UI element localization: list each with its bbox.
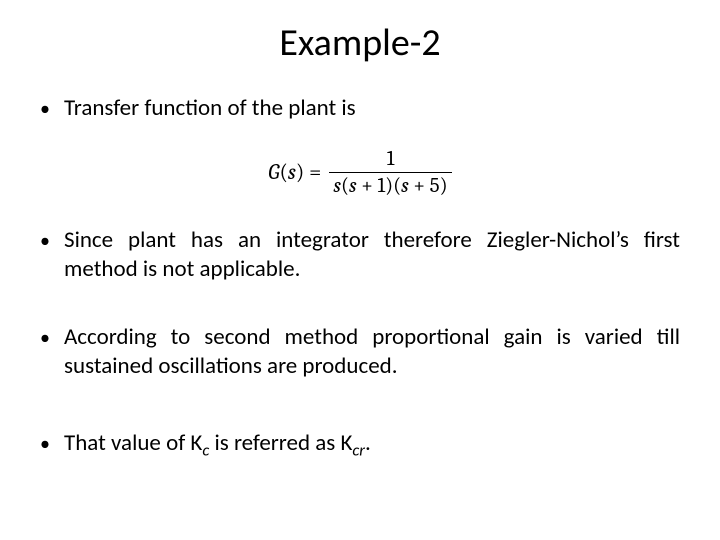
bullet-dot-icon: • [40, 429, 64, 457]
bullet-dot-icon: • [40, 323, 64, 351]
eq-equals: = [304, 159, 321, 185]
bullet-dot-icon: • [40, 226, 64, 254]
eq-den-s1: s [349, 174, 357, 198]
bullet-4-text: That value of Kc is referred as Kcr. [64, 429, 680, 461]
bullet-1: • Transfer function of the plant is [40, 94, 680, 123]
eq-var: s [288, 159, 296, 185]
eq-den-oparen2: ( [393, 174, 401, 198]
transfer-function-equation: G(s) = 1 s(s + 1)(s + 5) [268, 147, 451, 198]
eq-lhs: G [268, 159, 279, 185]
eq-numerator: 1 [383, 147, 399, 172]
bullet-4: • That value of Kc is referred as Kcr. [40, 429, 680, 461]
eq-den-paren: ( [341, 174, 349, 198]
b4-sub2: cr [352, 440, 365, 460]
eq-den-cparen2: ) [440, 174, 448, 198]
eq-den-s: s [333, 174, 341, 198]
bullet-dot-icon: • [40, 94, 64, 122]
eq-den-cparen1: ) [385, 174, 393, 198]
slide-title: Example-2 [40, 20, 680, 66]
eq-den-s2: s [401, 174, 409, 198]
bullet-1-text: Transfer function of the plant is [64, 94, 680, 123]
b4-pre: That value of K [64, 429, 202, 457]
eq-den-plus1: + 1 [357, 174, 385, 198]
eq-fraction: 1 s(s + 1)(s + 5) [329, 147, 451, 198]
eq-denominator: s(s + 1)(s + 5) [329, 172, 451, 198]
bullet-2: • Since plant has an integrator therefor… [40, 226, 680, 284]
bullet-3: • According to second method proportiona… [40, 323, 680, 381]
eq-den-plus5: + 5 [409, 174, 440, 198]
bullet-3-text: According to second method proportional … [64, 323, 680, 381]
b4-post: . [365, 429, 371, 457]
bullet-2-text: Since plant has an integrator therefore … [64, 226, 680, 284]
b4-mid: is referred as K [209, 429, 352, 457]
equation-block: G(s) = 1 s(s + 1)(s + 5) [40, 147, 680, 198]
eq-lparen: ( [280, 159, 288, 185]
